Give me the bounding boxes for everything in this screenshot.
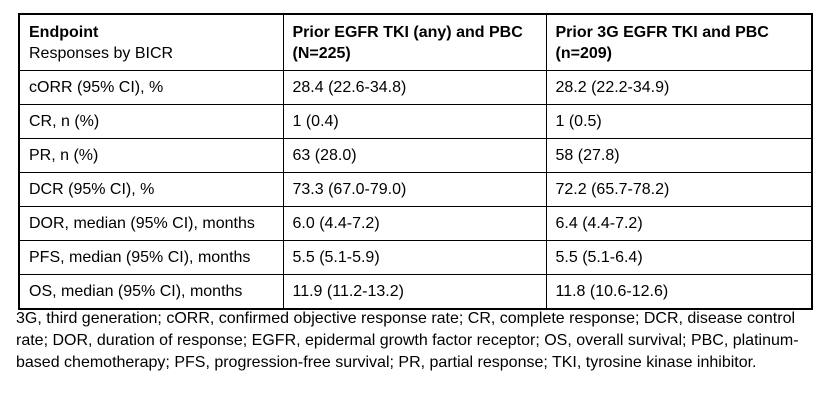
table-row: OS, median (95% CI), months 11.9 (11.2-1…: [18, 274, 813, 310]
endpoints-table: Endpoint Responses by BICR Prior EGFR TK…: [18, 13, 813, 310]
header-cell-endpoint: Endpoint Responses by BICR: [18, 13, 284, 71]
header-arm1-n: (N=225): [292, 45, 351, 62]
row-label: OS, median (95% CI), months: [18, 274, 284, 310]
header-cell-arm1: Prior EGFR TKI (any) and PBC (N=225): [282, 13, 547, 71]
row-label: PR, n (%): [18, 138, 284, 173]
table-row: cORR (95% CI), % 28.4 (22.6-34.8) 28.2 (…: [18, 70, 813, 105]
cell-arm1-value: 73.3 (67.0-79.0): [282, 172, 547, 207]
header-cell-arm2: Prior 3G EGFR TKI and PBC (n=209): [545, 13, 813, 71]
row-label: PFS, median (95% CI), months: [18, 240, 284, 275]
table-row: PFS, median (95% CI), months 5.5 (5.1-5.…: [18, 240, 813, 275]
row-label: CR, n (%): [18, 104, 284, 139]
cell-arm1-value: 1 (0.4): [282, 104, 547, 139]
table-row: PR, n (%) 63 (28.0) 58 (27.8): [18, 138, 813, 173]
cell-arm1-value: 6.0 (4.4-7.2): [282, 206, 547, 241]
header-arm1-title: Prior EGFR TKI (any) and PBC: [292, 24, 523, 41]
header-endpoint-title: Endpoint: [29, 24, 99, 41]
cell-arm1-value: 5.5 (5.1-5.9): [282, 240, 547, 275]
table-row: DOR, median (95% CI), months 6.0 (4.4-7.…: [18, 206, 813, 241]
abbreviations-footnote: 3G, third generation; cORR, confirmed ob…: [16, 310, 799, 371]
cell-arm1-value: 63 (28.0): [282, 138, 547, 173]
cell-arm1-value: 28.4 (22.6-34.8): [282, 70, 547, 105]
row-label: DCR (95% CI), %: [18, 172, 284, 207]
table-row: DCR (95% CI), % 73.3 (67.0-79.0) 72.2 (6…: [18, 172, 813, 207]
header-endpoint-subtitle: Responses by BICR: [29, 45, 174, 62]
cell-arm2-value: 1 (0.5): [545, 104, 813, 139]
cell-arm2-value: 28.2 (22.2-34.9): [545, 70, 813, 105]
header-row: Endpoint Responses by BICR Prior EGFR TK…: [18, 13, 813, 71]
row-label: DOR, median (95% CI), months: [18, 206, 284, 241]
cell-arm2-value: 11.8 (10.6-12.6): [545, 274, 813, 310]
header-arm2-n: (n=209): [555, 45, 612, 62]
cell-arm2-value: 5.5 (5.1-6.4): [545, 240, 813, 275]
cell-arm2-value: 6.4 (4.4-7.2): [545, 206, 813, 241]
row-label: cORR (95% CI), %: [18, 70, 284, 105]
cell-arm2-value: 72.2 (65.7-78.2): [545, 172, 813, 207]
table-row: CR, n (%) 1 (0.4) 1 (0.5): [18, 104, 813, 139]
cell-arm1-value: 11.9 (11.2-13.2): [282, 274, 547, 310]
cell-arm2-value: 58 (27.8): [545, 138, 813, 173]
header-arm2-title: Prior 3G EGFR TKI and PBC: [555, 24, 769, 41]
